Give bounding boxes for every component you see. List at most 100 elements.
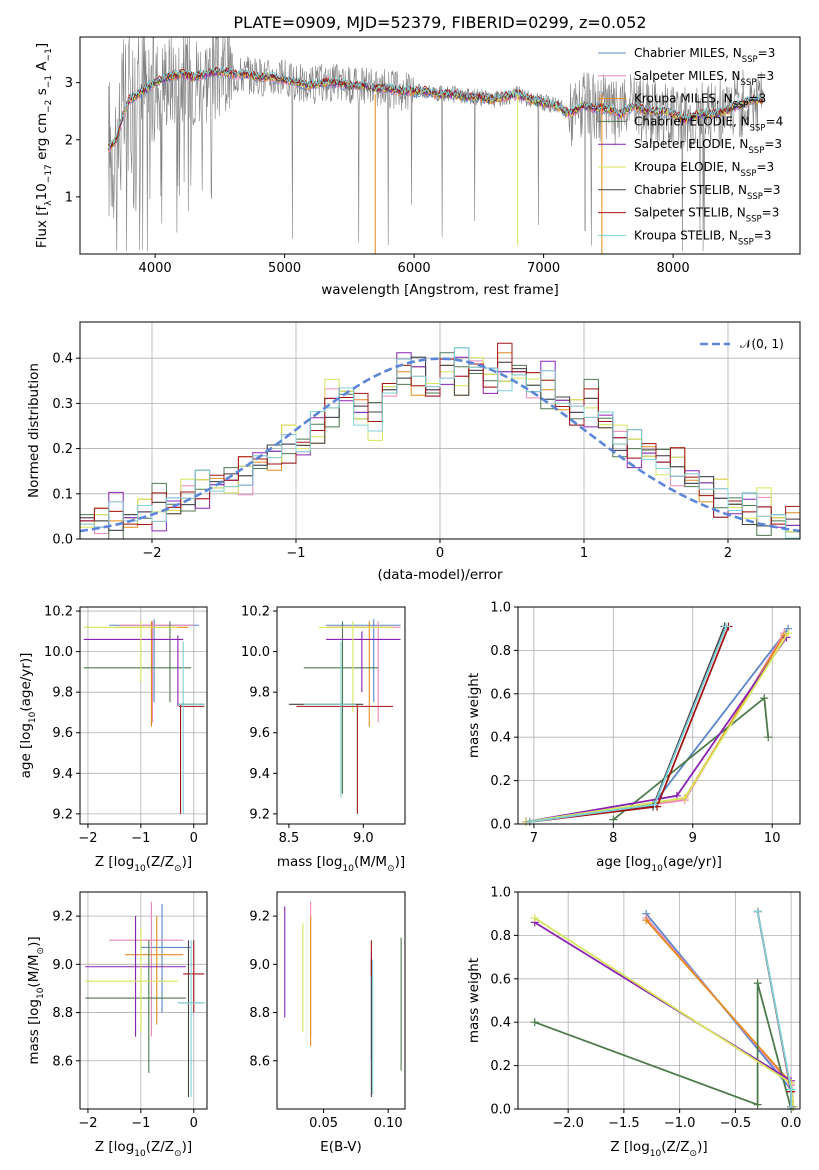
x-tick-label: 2 xyxy=(724,546,732,561)
label-part: ⊙ xyxy=(174,864,182,874)
weight-marker xyxy=(784,629,793,638)
x-tick-label: −1 xyxy=(286,546,305,561)
weight-series-line xyxy=(529,626,726,823)
y-axis-label: mass weight xyxy=(466,673,482,758)
y-tick-label: 9.8 xyxy=(52,686,73,701)
x-tick-label: 10 xyxy=(764,831,781,846)
y-axis-label: age [log10(age/yr)] xyxy=(18,653,38,779)
x-tick-label: 0.0 xyxy=(781,1116,802,1131)
legend-text: Kroupa MILES, N xyxy=(634,92,733,106)
label-part: (age/yr)] xyxy=(663,854,722,870)
model-spectrum-line xyxy=(108,66,764,149)
y-tick-label: 9.2 xyxy=(249,910,270,925)
legend-label: Chabrier MILES, NSSP=3 xyxy=(634,46,775,65)
x-tick-label: 8.5 xyxy=(279,831,300,846)
weight-series-line xyxy=(525,632,789,823)
label-part: )] xyxy=(395,854,406,870)
legend-text: Chabrier MILES, N xyxy=(634,46,742,60)
weight-series-line xyxy=(529,626,727,823)
mass_vs_Z-chart: −2 −1 08.68.89.09.2Z [log10(Z/Z⊙)]mass [lo… xyxy=(26,891,208,1159)
weight-marker xyxy=(753,907,762,916)
weight-marker xyxy=(680,793,689,802)
axes-frame xyxy=(276,606,406,825)
weight-series-line xyxy=(645,919,795,1107)
residuals-chart: −2 −1 0 1 2 0.0 0.1 0.2 0.3 0.4 𝒩(0, 1) (data-model… xyxy=(26,321,801,583)
label-part: 10 xyxy=(28,711,38,723)
axes-frame xyxy=(517,606,801,825)
weight-marker xyxy=(530,914,539,923)
legend-sub: SSP xyxy=(738,237,754,247)
legend-text: Kroupa ELODIE, N xyxy=(634,160,741,174)
weight-marker xyxy=(650,800,659,809)
label-part: 10 xyxy=(134,864,146,874)
legend-tail: =3 xyxy=(763,183,781,197)
label-part: ⊙ xyxy=(174,1149,182,1159)
legend-sub: SSP xyxy=(750,123,766,133)
y-tick-label: 0.3 xyxy=(52,397,73,412)
weight-marker xyxy=(530,1018,539,1027)
x-tick-label: 0 xyxy=(190,831,198,846)
x-tick-label: −2 xyxy=(142,546,161,561)
x-tick-label: −1 xyxy=(131,1116,150,1131)
label-part: Flux [f xyxy=(34,204,50,248)
y-tick-label: 8.6 xyxy=(52,1054,73,1069)
y-tick-label: 10.0 xyxy=(241,645,270,660)
legend-text: Chabrier ELODIE, N xyxy=(634,114,750,128)
y-tick-label: 8.8 xyxy=(249,1006,270,1021)
axes-frame xyxy=(79,891,208,1110)
legend-tail: =4 xyxy=(766,114,784,128)
y-tick-label: 9.6 xyxy=(249,726,270,741)
legend-text: Chabrier STELIB, N xyxy=(634,183,747,197)
label-part: −17 xyxy=(44,164,54,183)
label-part: λ xyxy=(44,200,54,206)
x-axis-label: (data-model)/error xyxy=(377,567,503,583)
x-tick-label: 5000 xyxy=(268,261,301,276)
label-part: −2 xyxy=(44,100,54,113)
weight-marker xyxy=(722,622,731,631)
label-part: (age/yr)] xyxy=(18,653,34,712)
legend-label: Kroupa ELODIE, NSSP=3 xyxy=(634,160,774,179)
y-tick-label: 0.4 xyxy=(490,731,511,746)
label-part: 10 xyxy=(36,987,46,999)
y-tick-label: 8.8 xyxy=(52,1006,73,1021)
x-tick-label: 0 xyxy=(190,1116,198,1131)
x-tick-label: 8000 xyxy=(657,261,690,276)
legend-sub: SSP xyxy=(741,78,757,88)
label-part: erg cm xyxy=(34,113,50,164)
y-tick-label: 0.0 xyxy=(490,1103,511,1118)
x-axis-label: age [log10(age/yr)] xyxy=(596,854,722,874)
weight-series-line xyxy=(529,626,730,823)
weight-marker xyxy=(753,1100,762,1109)
x-tick-label: −2 xyxy=(78,831,97,846)
y-tick-label: 3 xyxy=(65,76,73,91)
label-part: )] xyxy=(697,1139,708,1155)
legend-label: Salpeter STELIB, NSSP=3 xyxy=(634,206,779,225)
histogram-step-line xyxy=(79,347,800,539)
legend-text: Salpeter ELODIE, N xyxy=(634,137,748,151)
label-part: (M/M xyxy=(26,954,42,987)
x-tick-label: −1.0 xyxy=(664,1116,696,1131)
y-tick-label: 0.2 xyxy=(490,1059,511,1074)
y-tick-label: 1.0 xyxy=(490,601,511,616)
y-tick-label: 9.2 xyxy=(249,807,270,822)
legend-label: Salpeter MILES, NSSP=3 xyxy=(634,69,774,88)
y-tick-label: 2 xyxy=(65,133,73,148)
weight-series-line xyxy=(529,634,785,823)
x-tick-label: 8 xyxy=(609,831,617,846)
x-tick-label: 9 xyxy=(689,831,697,846)
label-part: −1 xyxy=(44,75,54,88)
weight-marker xyxy=(642,916,651,925)
y-tick-label: 9.8 xyxy=(249,686,270,701)
y-tick-label: 0.2 xyxy=(490,774,511,789)
label-part: age [log xyxy=(18,723,34,778)
weight-series-line xyxy=(525,632,785,823)
data-spectrum-line xyxy=(108,36,764,252)
legend-tail: =3 xyxy=(756,160,774,174)
label-part: mass [log xyxy=(26,999,42,1065)
mass_vs_ebv-chart: 0.05 0.10 8.6 8.8 9.0 9.2 E(B-V) xyxy=(249,891,406,1155)
y-tick-label: 10.0 xyxy=(44,645,73,660)
label-part: ⊙ xyxy=(387,864,395,874)
